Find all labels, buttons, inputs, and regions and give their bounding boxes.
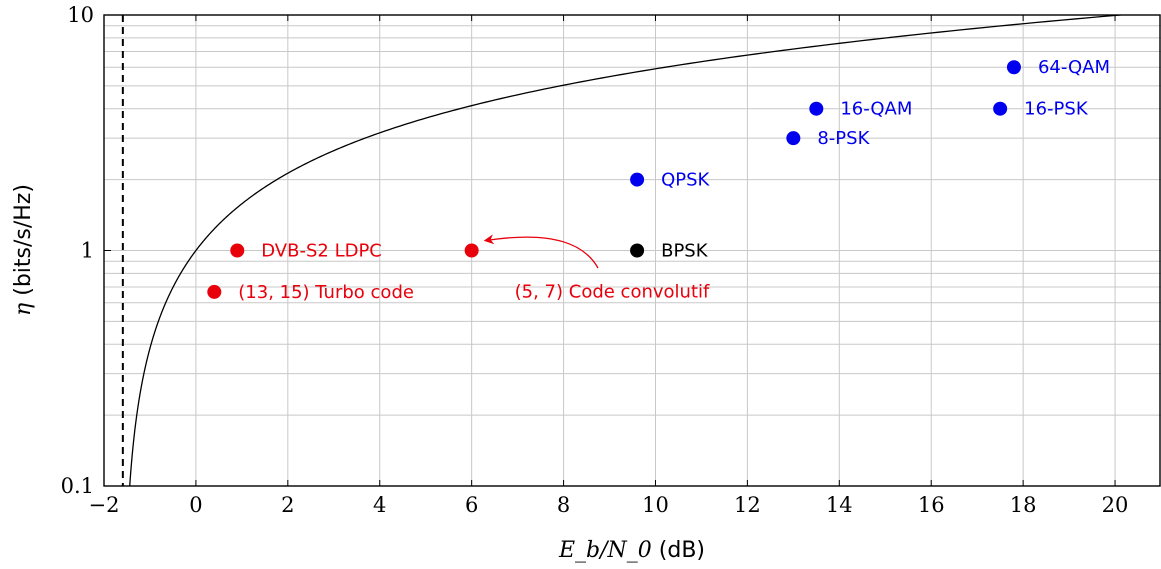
curve-layer xyxy=(121,15,1128,486)
x-tick-label: 2 xyxy=(281,493,294,517)
point-13-15-turbo-code xyxy=(207,284,222,299)
data-points xyxy=(207,60,1021,299)
x-tick-label: 8 xyxy=(557,493,570,517)
annotation-arrow xyxy=(483,234,599,269)
y-tick-label: 0.1 xyxy=(61,474,94,498)
point-dvb-s2-ldpc xyxy=(230,243,245,258)
x-tick-label: −2 xyxy=(89,493,120,517)
point-8-psk xyxy=(786,131,801,146)
y-tick-label: 10 xyxy=(67,3,94,27)
y-axis-label-unit: (bits/s/Hz) xyxy=(11,184,36,296)
point-16-qam xyxy=(809,101,824,116)
capacity-curve xyxy=(129,15,1128,486)
x-axis-label: E_b/N_0 (dB) xyxy=(558,538,705,563)
y-axis-label-math: η xyxy=(11,303,36,316)
x-tick-label: 12 xyxy=(734,493,761,517)
label-5-7-code-convolutif: (5, 7) Code convolutif xyxy=(515,282,710,303)
x-tick-label: 18 xyxy=(1010,493,1037,517)
x-tick-label: 0 xyxy=(189,493,202,517)
x-tick-label: 6 xyxy=(465,493,478,517)
x-tick-label: 16 xyxy=(918,493,945,517)
point-16-psk xyxy=(993,101,1008,116)
point-64-qam xyxy=(1006,60,1021,75)
label-16-psk: 16-PSK xyxy=(1024,99,1089,120)
point-labels: (13, 15) Turbo code DVB-S2 LDPC (5, 7) Cod… xyxy=(238,57,1110,303)
y-tick-label: 1 xyxy=(81,239,94,263)
point-bpsk xyxy=(630,243,645,258)
point-5-7-code-convolutif xyxy=(464,243,479,258)
label-qpsk: QPSK xyxy=(661,170,710,191)
label-16-qam: 16-QAM xyxy=(840,99,912,120)
tick-labels: −2 0 2 4 6 8 10 12 14 16 18 20 0.1 1 10 xyxy=(61,3,1129,517)
x-tick-label: 10 xyxy=(642,493,669,517)
x-axis-label-math: E_b/N_0 xyxy=(558,538,652,563)
label-64-qam: 64-QAM xyxy=(1038,57,1110,78)
x-tick-label: 4 xyxy=(373,493,386,517)
label-bpsk: BPSK xyxy=(661,241,709,262)
x-tick-label: 20 xyxy=(1102,493,1129,517)
label-13-15-turbo-code: (13, 15) Turbo code xyxy=(238,282,414,303)
point-qpsk xyxy=(630,172,645,187)
y-axis-label: η (bits/s/Hz) xyxy=(11,184,36,316)
plot-frame xyxy=(103,14,1161,487)
x-axis-label-unit: (dB) xyxy=(659,538,705,563)
label-dvb-s2-ldpc: DVB-S2 LDPC xyxy=(261,241,382,262)
x-tick-label: 14 xyxy=(826,493,853,517)
label-8-psk: 8-PSK xyxy=(817,128,870,149)
